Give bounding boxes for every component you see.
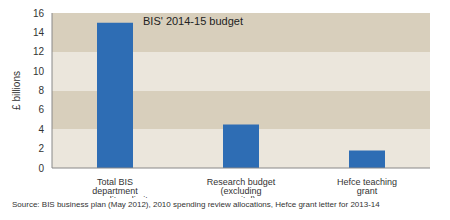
svg-text:8: 8 [38, 85, 44, 96]
svg-text:Research budget(excludingcapit: Research budget(excludingcapital) [207, 177, 276, 198]
svg-text:10: 10 [33, 66, 45, 77]
svg-text:Total BISdepartmentexpenditure: Total BISdepartmentexpenditure limit [82, 177, 148, 198]
svg-text:6: 6 [38, 104, 44, 115]
svg-text:0: 0 [38, 163, 44, 174]
svg-text:4: 4 [38, 124, 44, 135]
svg-text:2: 2 [38, 143, 44, 154]
svg-text:16: 16 [33, 8, 45, 19]
html-text:BIS' 2014-15 budget: BIS' 2014-15 budget [143, 15, 243, 27]
svg-text:Hefce teachinggrant: Hefce teachinggrant [337, 177, 397, 196]
svg-text:£ billions: £ billions [11, 71, 22, 110]
svg-text:12: 12 [33, 46, 45, 57]
svg-text:14: 14 [33, 27, 45, 38]
html-text:Source: BIS business plan (May: Source: BIS business plan (May 2012), 20… [12, 200, 380, 209]
